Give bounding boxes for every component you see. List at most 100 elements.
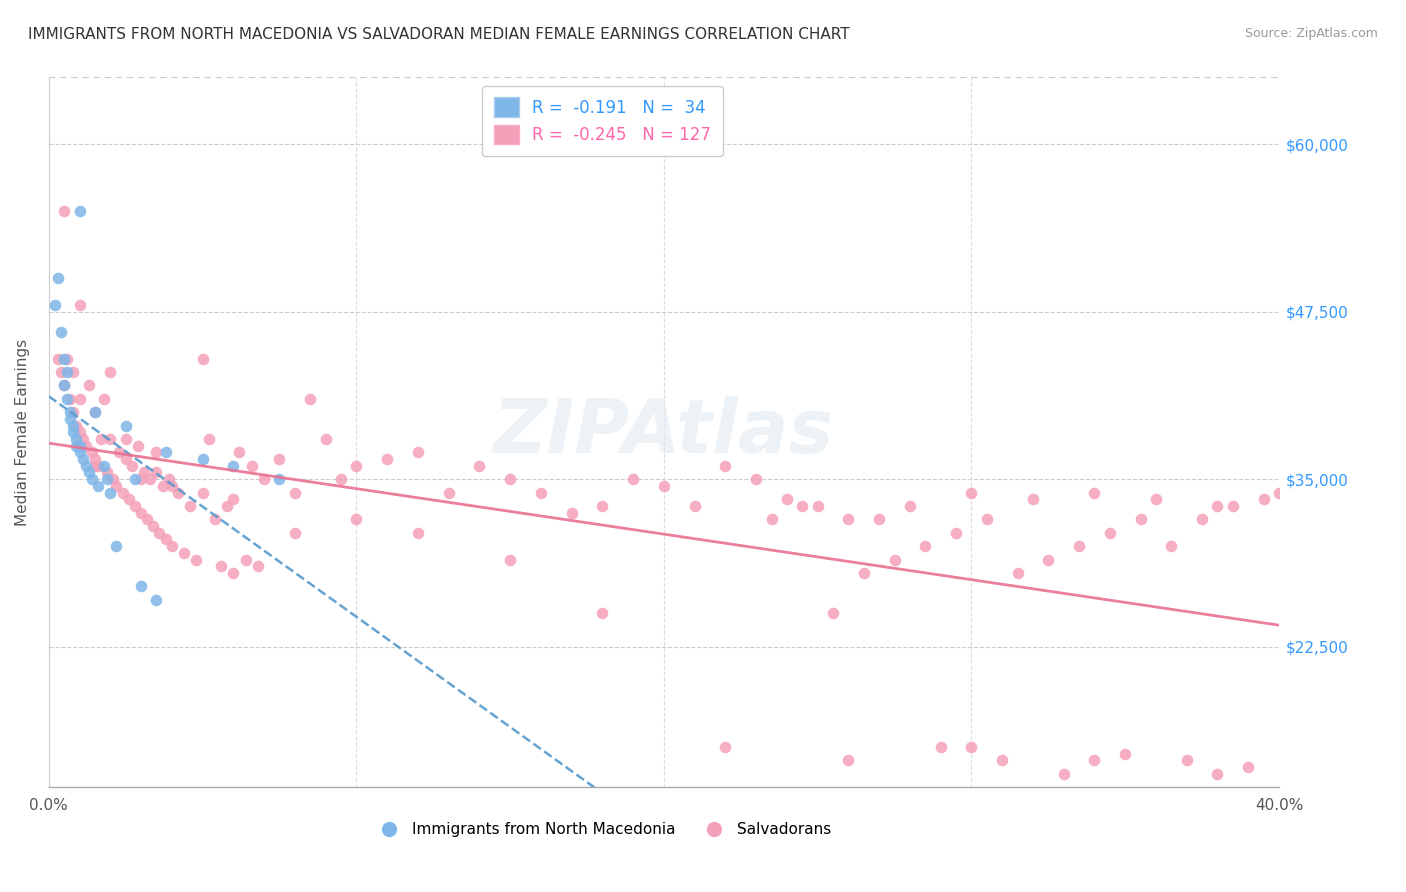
- Point: [561, 506, 583, 520]
- Point: [53, 378, 76, 392]
- Point: [53, 351, 76, 366]
- Point: [152, 479, 174, 493]
- Point: [145, 592, 167, 607]
- Point: [155, 445, 177, 459]
- Point: [75, 458, 97, 473]
- Point: [191, 485, 214, 500]
- Point: [1098, 525, 1121, 540]
- Point: [118, 492, 141, 507]
- Point: [807, 499, 830, 513]
- Point: [80, 445, 103, 459]
- Point: [315, 432, 337, 446]
- Point: [898, 499, 921, 513]
- Point: [69, 439, 91, 453]
- Point: [1268, 485, 1291, 500]
- Point: [62, 405, 84, 419]
- Point: [1222, 499, 1244, 513]
- Point: [179, 499, 201, 513]
- Point: [124, 472, 146, 486]
- Point: [59, 392, 82, 406]
- Point: [129, 579, 152, 593]
- Point: [197, 432, 219, 446]
- Point: [591, 499, 613, 513]
- Point: [114, 418, 136, 433]
- Point: [62, 365, 84, 379]
- Point: [329, 472, 352, 486]
- Point: [105, 539, 128, 553]
- Point: [83, 452, 105, 467]
- Point: [269, 452, 291, 467]
- Point: [821, 606, 844, 620]
- Point: [145, 445, 167, 459]
- Point: [186, 552, 208, 566]
- Point: [75, 439, 97, 453]
- Point: [883, 552, 905, 566]
- Point: [406, 525, 429, 540]
- Point: [868, 512, 890, 526]
- Point: [98, 485, 121, 500]
- Point: [108, 445, 131, 459]
- Point: [114, 452, 136, 467]
- Point: [437, 485, 460, 500]
- Point: [1083, 485, 1105, 500]
- Point: [77, 466, 100, 480]
- Point: [129, 506, 152, 520]
- Point: [69, 204, 91, 219]
- Point: [124, 499, 146, 513]
- Point: [591, 606, 613, 620]
- Point: [284, 485, 307, 500]
- Point: [105, 479, 128, 493]
- Point: [83, 405, 105, 419]
- Point: [530, 485, 553, 500]
- Point: [714, 458, 737, 473]
- Point: [98, 365, 121, 379]
- Point: [173, 546, 195, 560]
- Point: [375, 452, 398, 467]
- Point: [1175, 753, 1198, 767]
- Point: [299, 392, 322, 406]
- Point: [1038, 552, 1060, 566]
- Point: [80, 472, 103, 486]
- Point: [222, 566, 245, 580]
- Point: [148, 525, 170, 540]
- Point: [160, 479, 183, 493]
- Point: [776, 492, 799, 507]
- Point: [1237, 760, 1260, 774]
- Point: [499, 472, 522, 486]
- Point: [46, 271, 69, 285]
- Point: [111, 485, 134, 500]
- Point: [761, 512, 783, 526]
- Point: [62, 418, 84, 433]
- Point: [191, 351, 214, 366]
- Point: [960, 739, 983, 754]
- Point: [103, 472, 125, 486]
- Point: [792, 499, 814, 513]
- Point: [90, 432, 112, 446]
- Point: [155, 533, 177, 547]
- Point: [1007, 566, 1029, 580]
- Point: [929, 739, 952, 754]
- Point: [142, 519, 165, 533]
- Point: [53, 204, 76, 219]
- Point: [1206, 499, 1229, 513]
- Point: [87, 479, 110, 493]
- Point: [157, 472, 180, 486]
- Text: Source: ZipAtlas.com: Source: ZipAtlas.com: [1244, 27, 1378, 40]
- Point: [222, 458, 245, 473]
- Point: [93, 392, 115, 406]
- Point: [1253, 492, 1275, 507]
- Point: [621, 472, 644, 486]
- Point: [121, 458, 143, 473]
- Point: [59, 405, 82, 419]
- Point: [93, 458, 115, 473]
- Point: [53, 378, 76, 392]
- Point: [167, 485, 190, 500]
- Point: [1160, 539, 1182, 553]
- Point: [960, 485, 983, 500]
- Point: [65, 439, 87, 453]
- Point: [914, 539, 936, 553]
- Point: [62, 425, 84, 440]
- Point: [69, 392, 91, 406]
- Point: [44, 298, 66, 312]
- Point: [344, 458, 367, 473]
